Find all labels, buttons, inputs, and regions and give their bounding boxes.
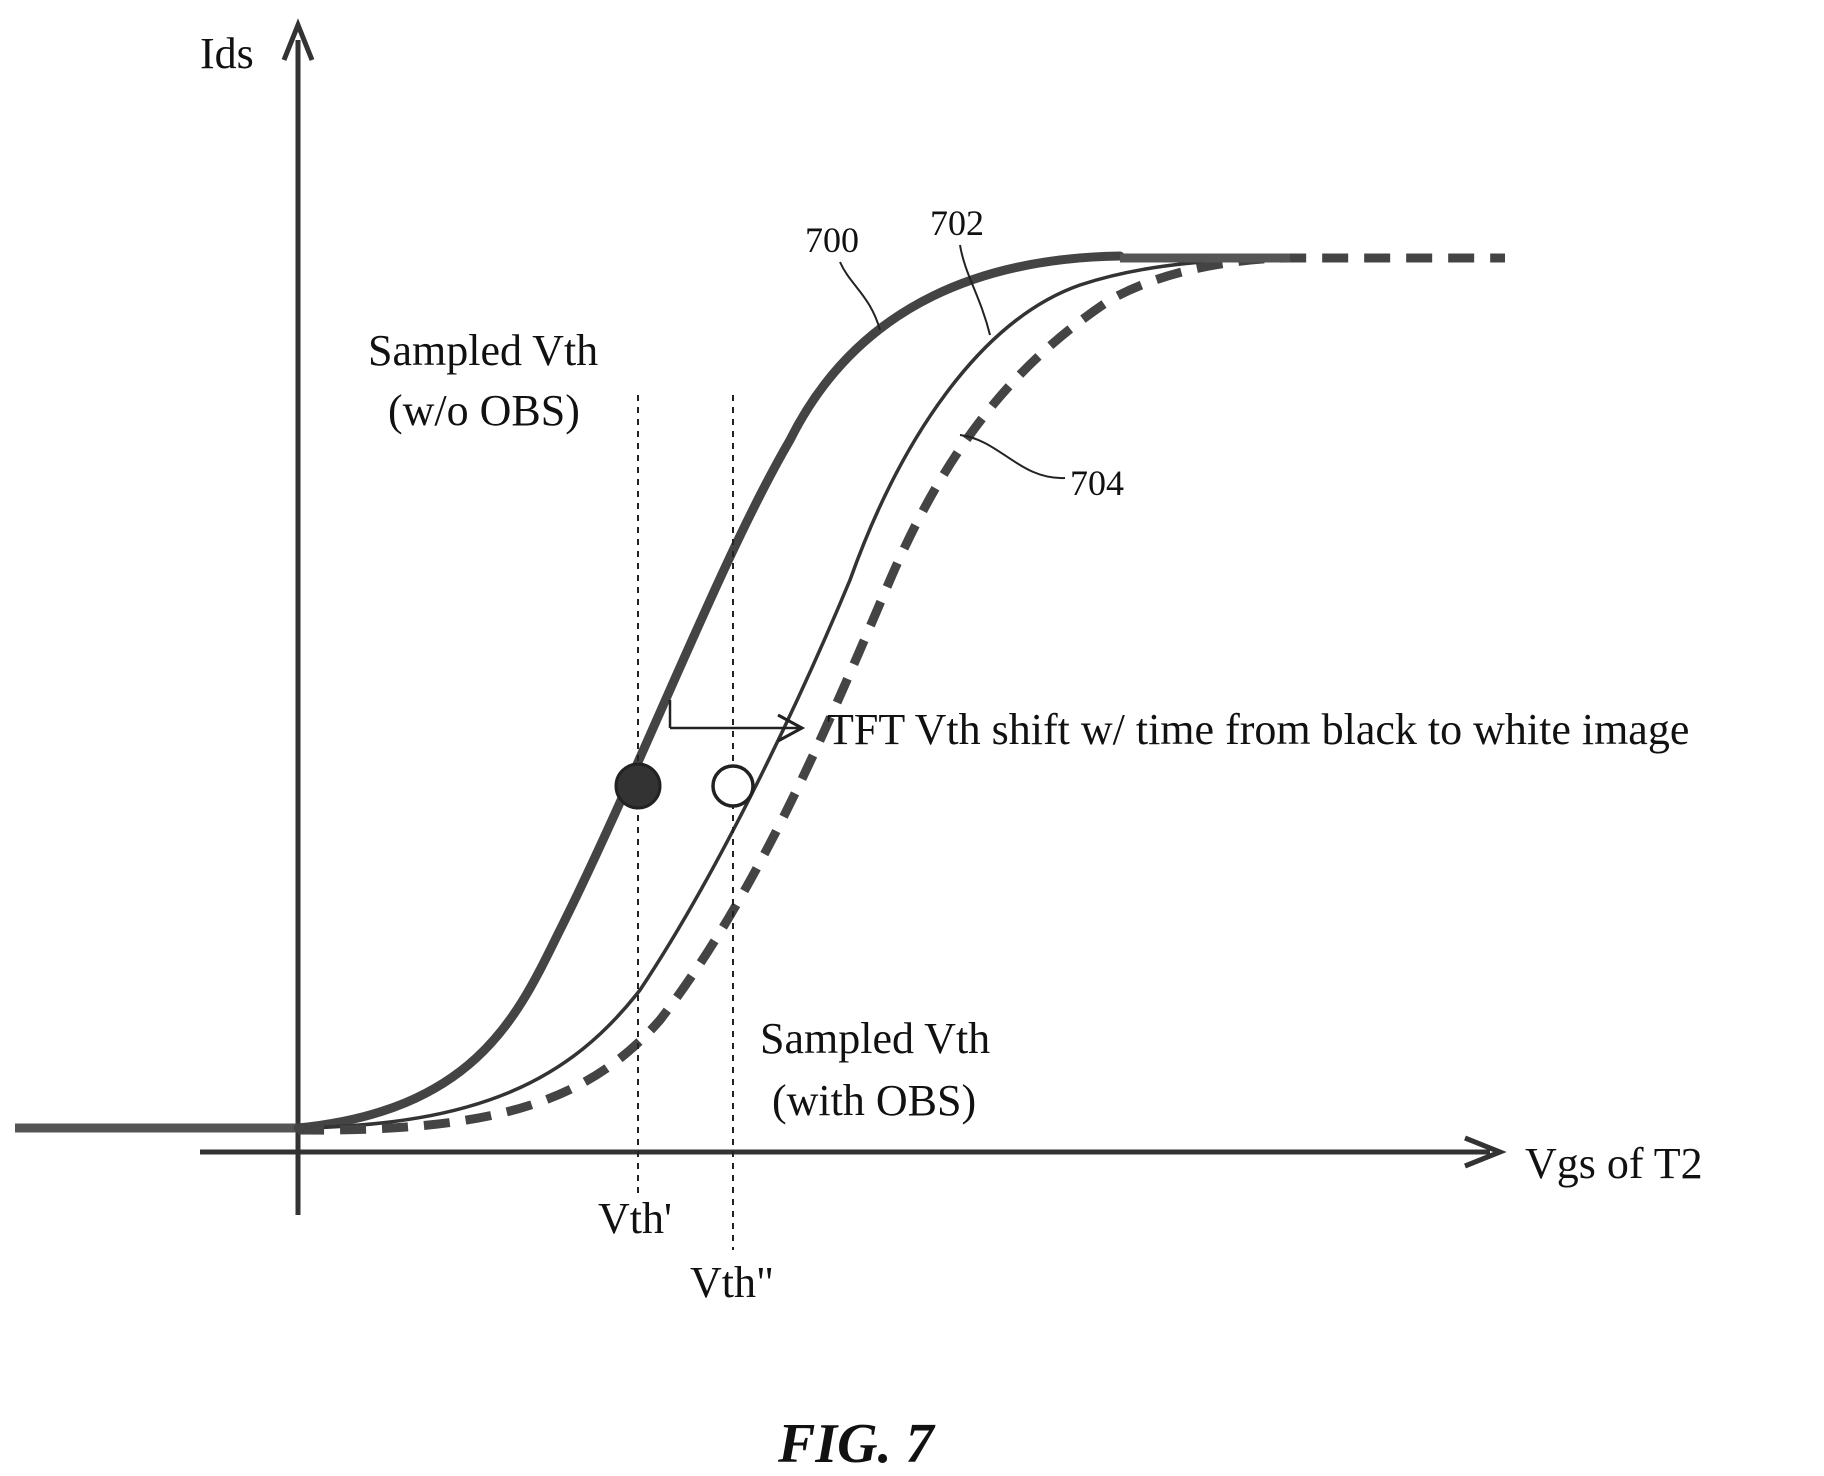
shift-annotation: TFT Vth shift w/ time from black to whit… <box>827 705 1689 754</box>
ref-704-label: 704 <box>1070 463 1124 503</box>
markers <box>614 762 755 810</box>
guides <box>637 395 734 1250</box>
filled-marker <box>614 762 662 810</box>
shift-arrow <box>668 700 806 743</box>
vth-double-prime-label: Vth" <box>690 1258 774 1307</box>
vth-prime-label: Vth' <box>598 1194 672 1243</box>
sampled-wo-obs-line2: (w/o OBS) <box>388 386 580 435</box>
shift-arrow-head <box>777 713 806 743</box>
curves <box>15 251 1505 1135</box>
open-marker <box>711 764 755 808</box>
ref-704-leader <box>959 434 1066 480</box>
figure-label: FIG. 7 <box>777 1413 936 1475</box>
curve-700 <box>293 251 1125 1133</box>
labels: Ids Vgs of T2 700 702 704 Sampled Vth (w… <box>200 29 1703 1475</box>
sampled-with-obs-line1: Sampled Vth <box>760 1014 990 1063</box>
ref-700-label: 700 <box>805 220 859 260</box>
y-axis-label: Ids <box>200 29 254 78</box>
reference-leaders <box>839 244 1066 480</box>
axes <box>200 18 1507 1215</box>
ref-702-leader <box>959 244 991 336</box>
curve-704 <box>297 253 1505 1135</box>
x-axis-arrowhead <box>1464 1135 1507 1169</box>
ref-702-label: 702 <box>930 203 984 243</box>
y-axis-arrowhead <box>281 18 315 61</box>
curve-702 <box>297 256 1291 1130</box>
ref-700-leader <box>839 261 881 331</box>
sampled-with-obs-line2: (with OBS) <box>772 1076 976 1125</box>
x-axis-label: Vgs of T2 <box>1525 1139 1703 1188</box>
sampled-wo-obs-line1: Sampled Vth <box>368 326 598 375</box>
